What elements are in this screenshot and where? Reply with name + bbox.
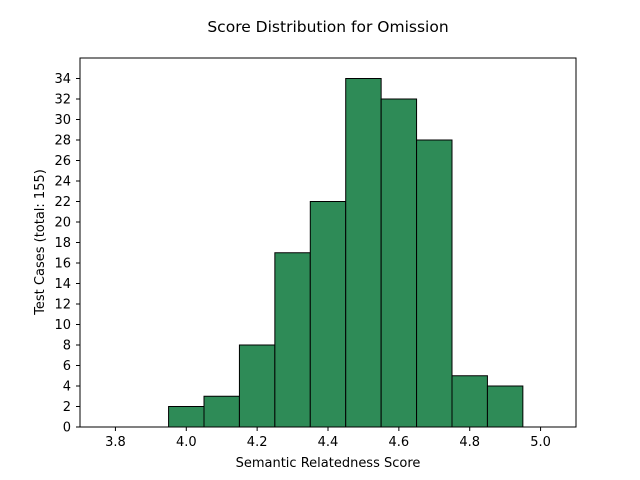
y-tick-label: 12	[54, 298, 71, 313]
y-tick-label: 20	[54, 216, 71, 231]
histogram-bar-4	[309, 201, 347, 428]
y-tick-label: 32	[54, 93, 71, 108]
y-tick-label: 24	[54, 175, 71, 190]
histogram-bar-7	[416, 139, 453, 428]
x-tick-label: 4.6	[389, 435, 410, 450]
histogram-bar-6	[380, 98, 418, 428]
y-tick-label: 0	[63, 421, 71, 436]
bars-group	[168, 78, 524, 428]
y-tick-label: 18	[54, 236, 71, 251]
y-tick-label: 6	[63, 359, 71, 374]
y-tick-label: 22	[54, 195, 71, 210]
y-tick-label: 4	[63, 380, 71, 395]
x-tick-label: 5.0	[530, 435, 551, 450]
x-tick-label: 3.8	[105, 435, 126, 450]
y-tick-label: 10	[54, 318, 71, 333]
histogram-bar-5	[345, 78, 382, 428]
y-tick-label: 34	[54, 72, 71, 87]
y-tick-label: 30	[54, 113, 71, 128]
x-axis-label: Semantic Relatedness Score	[236, 456, 421, 471]
histogram-bar-8	[451, 375, 488, 428]
histogram-bar-3	[274, 252, 311, 428]
x-tick-label: 4.0	[176, 435, 197, 450]
x-tick-label: 4.2	[247, 435, 268, 450]
x-axis-ticks: 3.8 4.0 4.2 4.4 4.6 4.8 5.0	[105, 427, 551, 450]
y-tick-label: 2	[63, 400, 71, 415]
histogram-bar-1	[203, 395, 240, 428]
histogram-bar-0	[168, 406, 205, 428]
x-tick-label: 4.8	[459, 435, 480, 450]
y-tick-label: 28	[54, 134, 71, 149]
y-tick-label: 8	[63, 339, 71, 354]
x-tick-label: 4.4	[318, 435, 339, 450]
y-tick-label: 16	[54, 257, 71, 272]
chart-title: Score Distribution for Omission	[207, 18, 448, 36]
y-tick-label: 14	[54, 277, 71, 292]
y-axis-label: Test Cases (total: 155)	[33, 169, 48, 316]
y-tick-label: 26	[54, 154, 71, 169]
histogram-bar-9	[486, 385, 524, 428]
histogram-bar-2	[238, 344, 276, 428]
